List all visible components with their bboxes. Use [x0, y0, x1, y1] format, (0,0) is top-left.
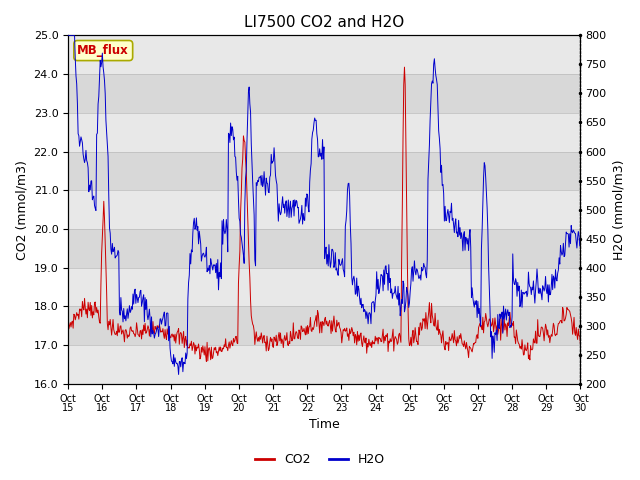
- Bar: [68, 229, 580, 268]
- Y-axis label: CO2 (mmol/m3): CO2 (mmol/m3): [15, 160, 28, 260]
- Bar: [68, 113, 580, 152]
- Bar: [68, 190, 580, 229]
- X-axis label: Time: Time: [309, 419, 340, 432]
- Bar: [68, 345, 580, 384]
- Legend: CO2, H2O: CO2, H2O: [250, 448, 390, 471]
- Text: MB_flux: MB_flux: [77, 44, 129, 57]
- Bar: [68, 152, 580, 190]
- Title: LI7500 CO2 and H2O: LI7500 CO2 and H2O: [244, 15, 404, 30]
- Bar: [68, 74, 580, 113]
- Bar: [68, 36, 580, 74]
- Bar: [68, 306, 580, 345]
- Y-axis label: H2O (mmol/m3): H2O (mmol/m3): [612, 159, 625, 260]
- Bar: [68, 268, 580, 306]
